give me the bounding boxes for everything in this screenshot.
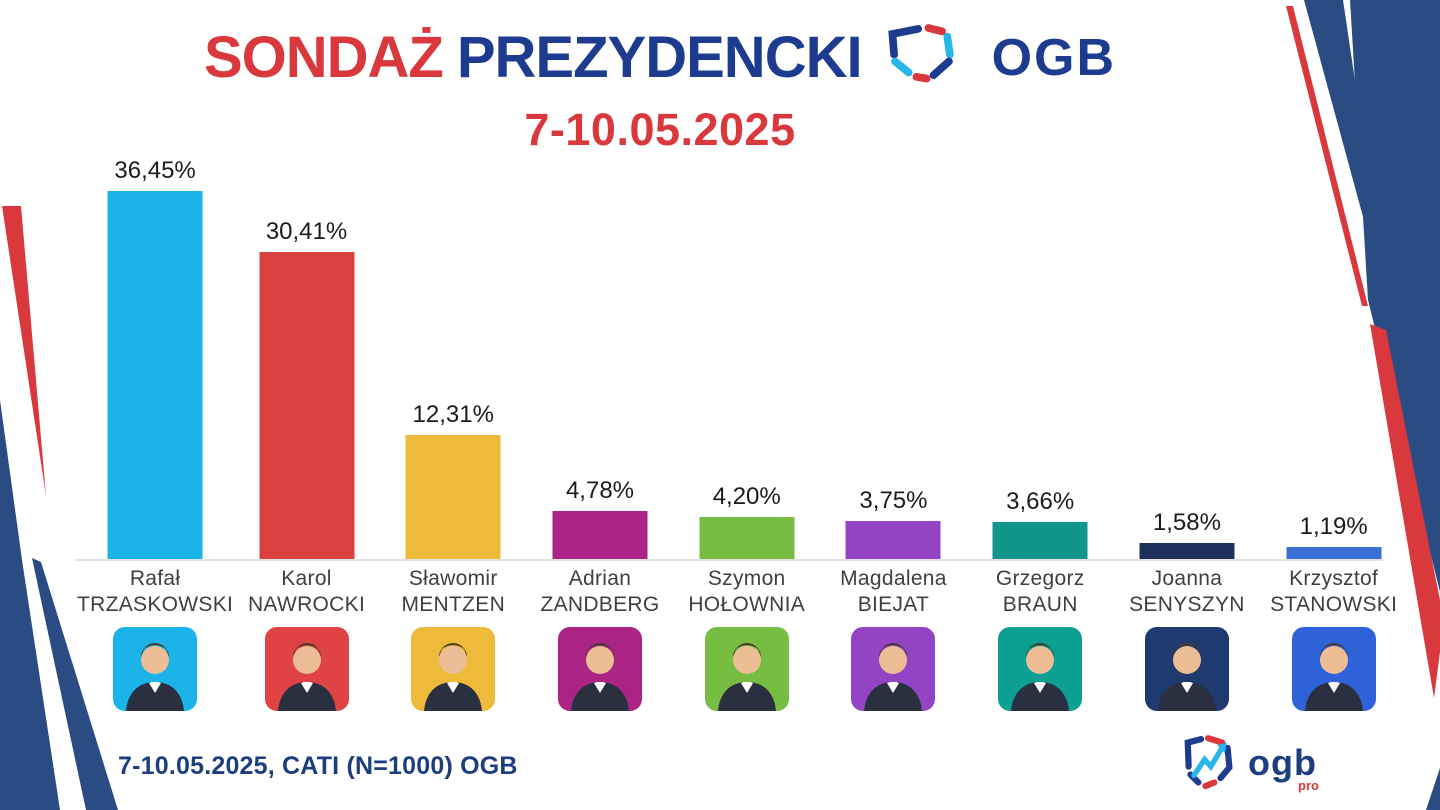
x-axis-baseline bbox=[75, 559, 1383, 561]
candidate-name: Magdalena BIEJAT bbox=[840, 566, 947, 618]
bar-area: 1,19% bbox=[1260, 185, 1407, 559]
bar-value-label: 3,75% bbox=[859, 487, 928, 514]
person-icon bbox=[264, 627, 349, 711]
page-title: SONDAŻ PREZYDENCKI bbox=[203, 24, 863, 90]
candidate-name: Krzysztof STANOWSKI bbox=[1270, 566, 1397, 618]
candidate-last-name: MENTZEN bbox=[401, 593, 506, 616]
bar-area: 30,41% bbox=[233, 185, 380, 559]
candidate-first-name: Krzysztof bbox=[1289, 567, 1379, 590]
person-icon bbox=[113, 627, 198, 711]
candidate-last-name: STANOWSKI bbox=[1270, 593, 1398, 616]
candidate-first-name: Sławomir bbox=[408, 567, 498, 590]
header: SONDAŻ PREZYDENCKI OGB 7-10.05.2025 bbox=[0, 22, 1440, 156]
candidate-name: Szymon HOŁOWNIA bbox=[688, 566, 805, 618]
bar-area: 12,31% bbox=[380, 185, 527, 559]
candidate-column: 3,66% Grzegorz BRAUN bbox=[967, 185, 1114, 711]
person-icon bbox=[704, 627, 789, 711]
candidate-column: 12,31% Sławomir MENTZEN bbox=[380, 185, 527, 711]
bar-value-label: 1,58% bbox=[1152, 509, 1221, 536]
candidate-last-name: NAWROCKI bbox=[247, 593, 366, 616]
person-icon bbox=[1144, 627, 1229, 711]
candidate-last-name: BIEJAT bbox=[857, 593, 930, 616]
bar-area: 4,20% bbox=[673, 185, 820, 559]
candidate-first-name: Szymon bbox=[707, 567, 786, 590]
candidate-name: Joanna SENYSZYN bbox=[1129, 566, 1245, 618]
title-sondaz: SONDAŻ bbox=[203, 24, 444, 90]
candidate-last-name: SENYSZYN bbox=[1129, 593, 1245, 616]
candidate-first-name: Karol bbox=[281, 567, 332, 590]
candidate-photo bbox=[264, 627, 349, 711]
candidate-photo bbox=[557, 627, 642, 711]
candidate-name: Sławomir MENTZEN bbox=[401, 566, 505, 618]
bar-area: 1,58% bbox=[1114, 185, 1261, 559]
result-bar bbox=[1139, 543, 1235, 559]
candidate-name: Rafał TRZASKOWSKI bbox=[77, 566, 233, 618]
ogb-pro-logo: ogb pro bbox=[1178, 730, 1319, 796]
candidate-first-name: Adrian bbox=[568, 567, 632, 590]
person-icon bbox=[411, 627, 496, 711]
candidate-name: Karol NAWROCKI bbox=[248, 566, 365, 618]
person-icon bbox=[998, 627, 1083, 711]
bar-area: 36,45% bbox=[77, 157, 233, 559]
result-bar bbox=[992, 522, 1088, 559]
candidate-first-name: Magdalena bbox=[840, 567, 947, 590]
result-bar bbox=[552, 511, 648, 559]
result-bar bbox=[405, 435, 501, 559]
bar-value-label: 30,41% bbox=[265, 218, 348, 245]
bar-chart: 36,45% Rafał TRZASKOWSKI bbox=[77, 157, 1407, 711]
candidate-column: 3,75% Magdalena BIEJAT bbox=[820, 185, 967, 711]
ogb-pentagon-logo-icon bbox=[887, 24, 954, 83]
candidate-last-name: TRZASKOWSKI bbox=[77, 593, 234, 616]
bar-area: 4,78% bbox=[527, 185, 674, 559]
bar-area: 3,75% bbox=[820, 185, 967, 559]
result-bar bbox=[699, 517, 795, 559]
ogb-pro-wordmark: ogb bbox=[1248, 742, 1317, 783]
candidate-photo bbox=[704, 627, 789, 711]
person-icon bbox=[851, 627, 936, 711]
candidate-photo bbox=[998, 627, 1083, 711]
bar-value-label: 4,78% bbox=[565, 477, 635, 504]
bar-value-label: 36,45% bbox=[114, 157, 196, 184]
ogb-pro-sub-label: pro bbox=[1298, 778, 1319, 793]
result-bar bbox=[259, 252, 355, 559]
candidate-photo bbox=[411, 627, 496, 711]
bar-value-label: 1,19% bbox=[1299, 513, 1368, 540]
candidate-column: 4,78% Adrian ZANDBERG bbox=[527, 185, 674, 711]
title-prezydencki: PREZYDENCKI bbox=[456, 24, 863, 90]
candidate-last-name: ZANDBERG bbox=[540, 593, 660, 616]
candidate-column: 4,20% Szymon HOŁOWNIA bbox=[673, 185, 820, 711]
candidate-photo bbox=[851, 627, 936, 711]
candidate-photo bbox=[113, 627, 198, 711]
candidate-photo bbox=[1144, 627, 1229, 711]
ogb-pro-pentagon-arrow-icon bbox=[1184, 735, 1233, 790]
candidate-column: 1,58% Joanna SENYSZYN bbox=[1114, 185, 1261, 711]
bar-value-label: 3,66% bbox=[1006, 488, 1075, 515]
bar-value-label: 4,20% bbox=[712, 483, 781, 510]
candidate-last-name: HOŁOWNIA bbox=[688, 593, 806, 616]
poll-date: 7-10.05.2025 bbox=[524, 104, 796, 155]
result-bar bbox=[107, 191, 203, 559]
candidate-photo bbox=[1291, 627, 1376, 711]
candidate-last-name: BRAUN bbox=[1002, 593, 1078, 616]
bar-area: 3,66% bbox=[967, 185, 1114, 559]
candidate-first-name: Grzegorz bbox=[995, 567, 1085, 590]
result-bar bbox=[1286, 547, 1382, 559]
ogb-logo-wordmark: OGB bbox=[991, 29, 1117, 87]
candidate-first-name: Rafał bbox=[129, 567, 181, 590]
bar-value-label: 12,31% bbox=[412, 401, 494, 428]
candidate-column: 36,45% Rafał TRZASKOWSKI bbox=[77, 157, 233, 711]
candidate-name: Grzegorz BRAUN bbox=[996, 566, 1085, 618]
candidate-name: Adrian ZANDBERG bbox=[540, 566, 659, 618]
candidate-column: 30,41% Karol NAWROCKI bbox=[233, 185, 380, 711]
person-icon bbox=[1291, 627, 1376, 711]
result-bar bbox=[845, 521, 941, 559]
methodology-note: 7-10.05.2025, CATI (N=1000) OGB bbox=[118, 752, 518, 780]
candidate-column: 1,19% Krzysztof STANOWSKI bbox=[1260, 185, 1407, 711]
person-icon bbox=[557, 627, 642, 711]
candidate-first-name: Joanna bbox=[1151, 567, 1223, 590]
